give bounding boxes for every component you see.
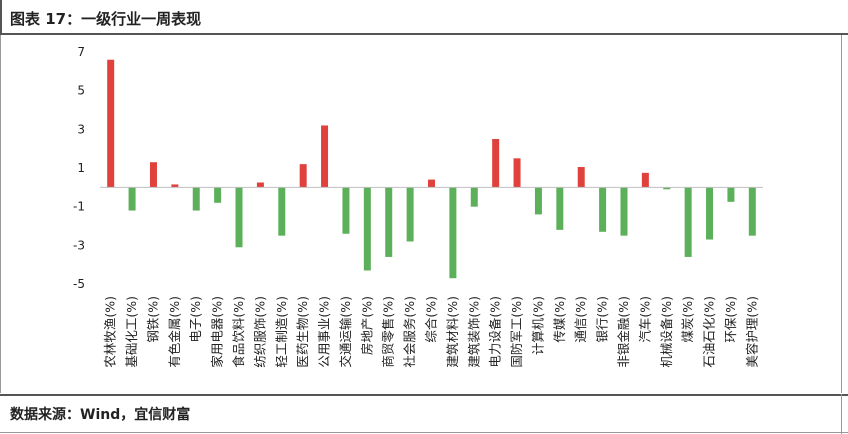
- category-label: 建筑材料(%): [445, 296, 460, 368]
- category-label: 建筑装饰(%): [466, 296, 481, 368]
- category-label: 美容护理(%): [744, 296, 759, 368]
- category-label: 家用电器(%): [210, 296, 225, 368]
- bar: [363, 187, 371, 271]
- bar: [321, 125, 329, 188]
- bar: [492, 139, 500, 188]
- y-tick-label: 7: [77, 45, 85, 59]
- bar: [599, 187, 607, 232]
- category-label: 交通运输(%): [338, 296, 353, 368]
- category-label: 房地产(%): [359, 296, 374, 355]
- bar: [149, 162, 157, 188]
- y-tick-label: -5: [73, 277, 85, 291]
- bar: [107, 59, 115, 188]
- category-label: 计算机(%): [530, 296, 545, 355]
- category-label: 非银金融(%): [616, 296, 631, 368]
- bar-series: [107, 59, 756, 279]
- category-label: 有色金属(%): [167, 296, 182, 368]
- bar: [171, 184, 179, 188]
- category-label: 通信(%): [573, 296, 588, 343]
- bar: [192, 187, 200, 211]
- bar: [256, 182, 264, 188]
- bar: [299, 164, 307, 188]
- bar: [342, 187, 350, 234]
- category-labels: 农林牧渔(%) 基础化工(%) 钢铁(%) 有色金属(%) 电子(%) 家用电器(%) 食品…: [103, 296, 760, 368]
- bottom-border: [0, 432, 848, 433]
- source-divider: [0, 394, 848, 396]
- bar: [235, 187, 243, 248]
- category-label: 煤炭(%): [680, 296, 695, 343]
- category-label: 公用事业(%): [317, 296, 332, 368]
- source-right-rule: [841, 394, 842, 434]
- category-label: 电力设备(%): [488, 296, 503, 368]
- bar: [128, 187, 136, 211]
- bar: [748, 187, 756, 236]
- category-label: 基础化工(%): [124, 296, 139, 368]
- category-label: 汽车(%): [637, 296, 652, 343]
- frame-left-border: [0, 35, 1, 393]
- category-label: 医药生物(%): [295, 296, 310, 368]
- source-note: 数据来源：Wind，宜信财富: [10, 407, 191, 423]
- category-label: 环保(%): [723, 296, 738, 343]
- bar: [428, 179, 435, 188]
- bar: [278, 187, 286, 236]
- title-divider: [0, 33, 848, 35]
- source-bar: 数据来源：Wind，宜信财富: [0, 394, 848, 434]
- y-tick-label: 1: [77, 161, 85, 175]
- category-label: 电子(%): [188, 296, 203, 343]
- y-tick-label: -1: [73, 200, 85, 214]
- category-label: 石油石化(%): [702, 296, 717, 368]
- bar-chart: 7 5 3 1 -1 -3 -5 农林牧渔(%) 基础化工(%) 钢铁(%) 有色金属(%) 电子(…: [73, 45, 763, 368]
- category-label: 钢铁(%): [145, 296, 160, 343]
- bar: [684, 187, 692, 257]
- bar: [406, 187, 414, 242]
- frame-right-border: [841, 35, 842, 393]
- bar: [385, 187, 393, 257]
- category-label: 轻工制造(%): [274, 296, 289, 368]
- bar: [706, 187, 714, 240]
- category-label: 纺织服饰(%): [252, 296, 267, 368]
- category-label: 机械设备(%): [659, 296, 674, 368]
- title-left-rule: [0, 0, 2, 34]
- bar: [470, 187, 478, 207]
- category-label: 传媒(%): [552, 296, 567, 343]
- y-tick-label: 5: [77, 84, 85, 98]
- category-label: 食品饮料(%): [231, 296, 246, 368]
- bar: [556, 187, 564, 230]
- bar: [577, 167, 585, 188]
- category-label: 综合(%): [424, 296, 439, 343]
- bar: [727, 187, 735, 202]
- figure-title-bar: 图表 17：一级行业一周表现: [0, 0, 848, 35]
- y-tick-label: -3: [73, 238, 85, 252]
- y-axis-ticks: 7 5 3 1 -1 -3 -5: [73, 45, 85, 291]
- figure-title: 图表 17：一级行业一周表现: [10, 10, 202, 28]
- bar: [663, 187, 671, 190]
- category-label: 农林牧渔(%): [103, 296, 118, 368]
- bar: [641, 172, 649, 188]
- category-label: 国防军工(%): [509, 296, 524, 368]
- y-tick-label: 3: [77, 122, 85, 136]
- bar: [534, 187, 542, 215]
- category-label: 商贸零售(%): [381, 296, 396, 368]
- bar: [620, 187, 628, 236]
- bar: [513, 158, 521, 188]
- category-label: 社会服务(%): [402, 296, 417, 368]
- bar: [449, 187, 457, 279]
- category-label: 银行(%): [595, 296, 610, 343]
- bar: [214, 187, 222, 203]
